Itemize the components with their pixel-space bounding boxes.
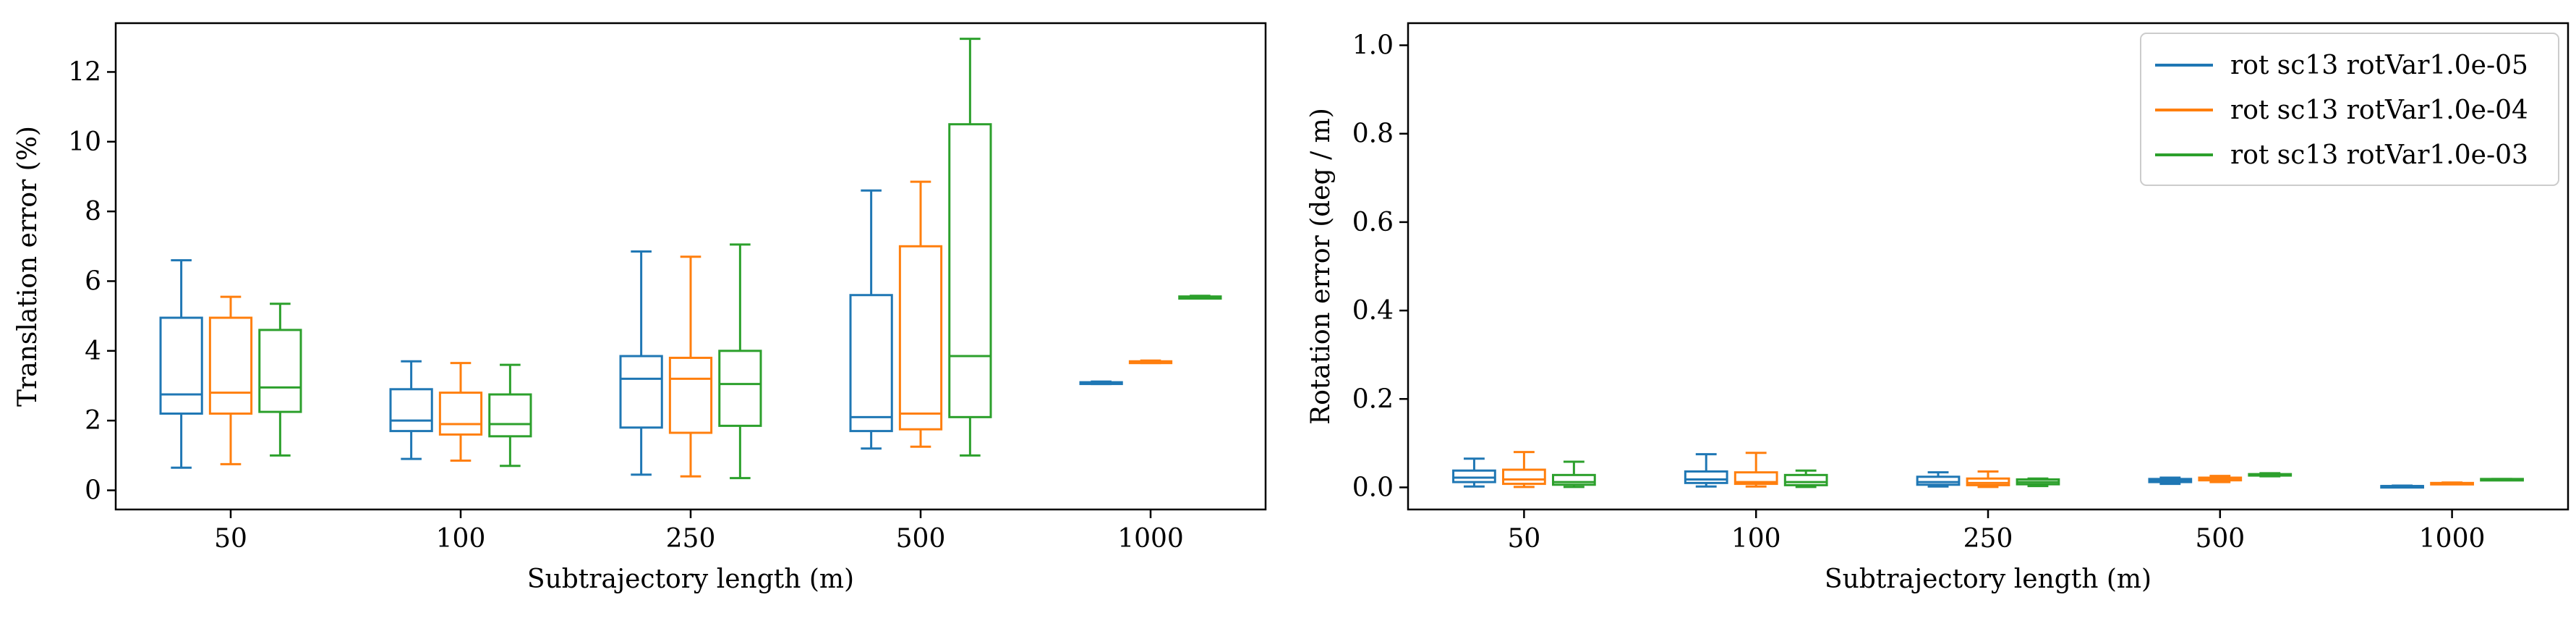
y-tick-label: 10 <box>68 127 101 157</box>
y-tick-label: 0.0 <box>1352 473 1394 502</box>
boxplot-250-series-1 <box>1916 471 1961 488</box>
boxplot-1000-series-3 <box>2480 478 2524 482</box>
boxplot-250-series-3 <box>2016 477 2060 488</box>
boxplot-1000-series-1 <box>1079 380 1123 386</box>
y-tick-label: 8 <box>85 197 101 227</box>
boxplot-1000-series-3 <box>1178 295 1222 300</box>
boxplot-1000-series-2 <box>1128 359 1173 365</box>
y-tick-label: 0.4 <box>1352 296 1394 326</box>
boxplot-50-series-1 <box>1452 457 1496 488</box>
box-iqr <box>1552 473 1596 486</box>
x-tick-label: 500 <box>896 524 946 554</box>
y-tick-label: 6 <box>85 266 101 296</box>
x-tick-label: 1000 <box>1117 524 1184 554</box>
legend-label-3: rot sc13 rotVar1.0e-03 <box>2230 140 2528 170</box>
box-iqr <box>1684 470 1728 484</box>
boxplot-500-series-3 <box>948 38 992 457</box>
x-tick-label: 50 <box>1507 524 1540 554</box>
box-iqr <box>898 245 943 431</box>
box-iqr <box>1966 477 2010 486</box>
series-3-boxes <box>258 38 1222 480</box>
y-tick-label: 0 <box>85 476 101 506</box>
boxplot-100-series-1 <box>1684 453 1728 488</box>
rotation-error-chart: 0.0 0.2 0.4 0.6 0.8 1.0 50 100 250 500 1000 Subtraj… <box>1306 22 2569 594</box>
boxplot-50-series-2 <box>1502 451 1546 488</box>
y-axis-label: Rotation error (deg / m) <box>1306 108 1336 425</box>
series-3-boxes <box>1552 460 2524 488</box>
boxplot-1000-series-2 <box>2430 481 2474 486</box>
box-iqr <box>1733 471 1778 486</box>
boxplot-100-series-3 <box>1783 469 1828 488</box>
box-iqr <box>159 316 203 415</box>
y-tick-label: 0.2 <box>1352 384 1394 414</box>
y-tick-label: 0.8 <box>1352 119 1394 149</box>
series-2-boxes <box>1502 451 2474 488</box>
boxplot-500-series-2 <box>898 180 943 448</box>
boxplot-50-series-3 <box>1552 460 1596 488</box>
x-tick-label: 250 <box>1963 524 2013 554</box>
box-iqr <box>948 123 992 418</box>
x-tick-label: 250 <box>666 524 716 554</box>
boxplot-500-series-3 <box>2248 472 2293 478</box>
box-iqr <box>619 355 663 429</box>
box-iqr <box>668 356 713 434</box>
y-tick-label: 12 <box>68 57 101 87</box>
boxplot-250-series-2 <box>1966 470 2010 488</box>
y-tick-label: 0.6 <box>1352 208 1394 237</box>
legend-label-2: rot sc13 rotVar1.0e-04 <box>2230 96 2528 125</box>
box-iqr <box>849 294 893 433</box>
x-axis-label: Subtrajectory length (m) <box>1825 564 2151 594</box>
x-tick-label: 50 <box>214 524 247 554</box>
boxplot-500-series-1 <box>2148 476 2193 486</box>
boxplot-500-series-2 <box>2198 475 2243 483</box>
boxplot-100-series-2 <box>438 362 483 462</box>
boxplot-100-series-3 <box>488 363 532 468</box>
y-tick-label: 2 <box>85 406 101 436</box>
legend: rot sc13 rotVar1.0e-05 rot sc13 rotVar1.0… <box>2140 33 2559 186</box>
boxplot-50-series-3 <box>258 303 302 457</box>
box-iqr <box>488 393 532 438</box>
x-tick-label: 100 <box>436 524 486 554</box>
boxplot-250-series-2 <box>668 255 713 478</box>
box-iqr <box>1783 473 1828 486</box>
legend-frame <box>2140 33 2559 186</box>
box-iqr <box>1916 475 1961 486</box>
y-axis-label: Translation error (%) <box>13 126 43 407</box>
series-2-boxes <box>208 180 1173 478</box>
boxplot-50-series-1 <box>159 259 203 469</box>
x-axis-label: Subtrajectory length (m) <box>527 564 854 594</box>
x-tick-label: 500 <box>2195 524 2245 554</box>
box-iqr <box>438 392 483 436</box>
boxplot-100-series-2 <box>1733 452 1778 488</box>
box-iqr <box>258 329 302 413</box>
box-iqr <box>1452 469 1496 483</box>
legend-label-1: rot sc13 rotVar1.0e-05 <box>2230 51 2528 80</box>
boxplot-1000-series-1 <box>2380 484 2425 489</box>
boxplot-250-series-3 <box>718 243 762 480</box>
series-1-boxes <box>159 189 1123 476</box>
y-tick-label: 4 <box>85 337 101 366</box>
translation-error-chart: 0 2 4 6 8 10 12 50 100 250 500 1000 Subtrajectory le… <box>13 22 1267 594</box>
box-iqr <box>1502 468 1546 486</box>
box-iqr <box>208 316 253 415</box>
y-tick-label: 1.0 <box>1352 31 1394 61</box>
boxplot-100-series-1 <box>389 360 433 460</box>
x-tick-label: 100 <box>1731 524 1781 554</box>
boxplot-250-series-1 <box>619 250 663 476</box>
box-iqr <box>718 350 762 427</box>
boxplot-50-series-2 <box>208 295 253 465</box>
box-iqr <box>389 388 433 433</box>
x-tick-label: 1000 <box>2419 524 2486 554</box>
series-1-boxes <box>1452 453 2425 489</box>
boxplot-500-series-1 <box>849 189 893 450</box>
